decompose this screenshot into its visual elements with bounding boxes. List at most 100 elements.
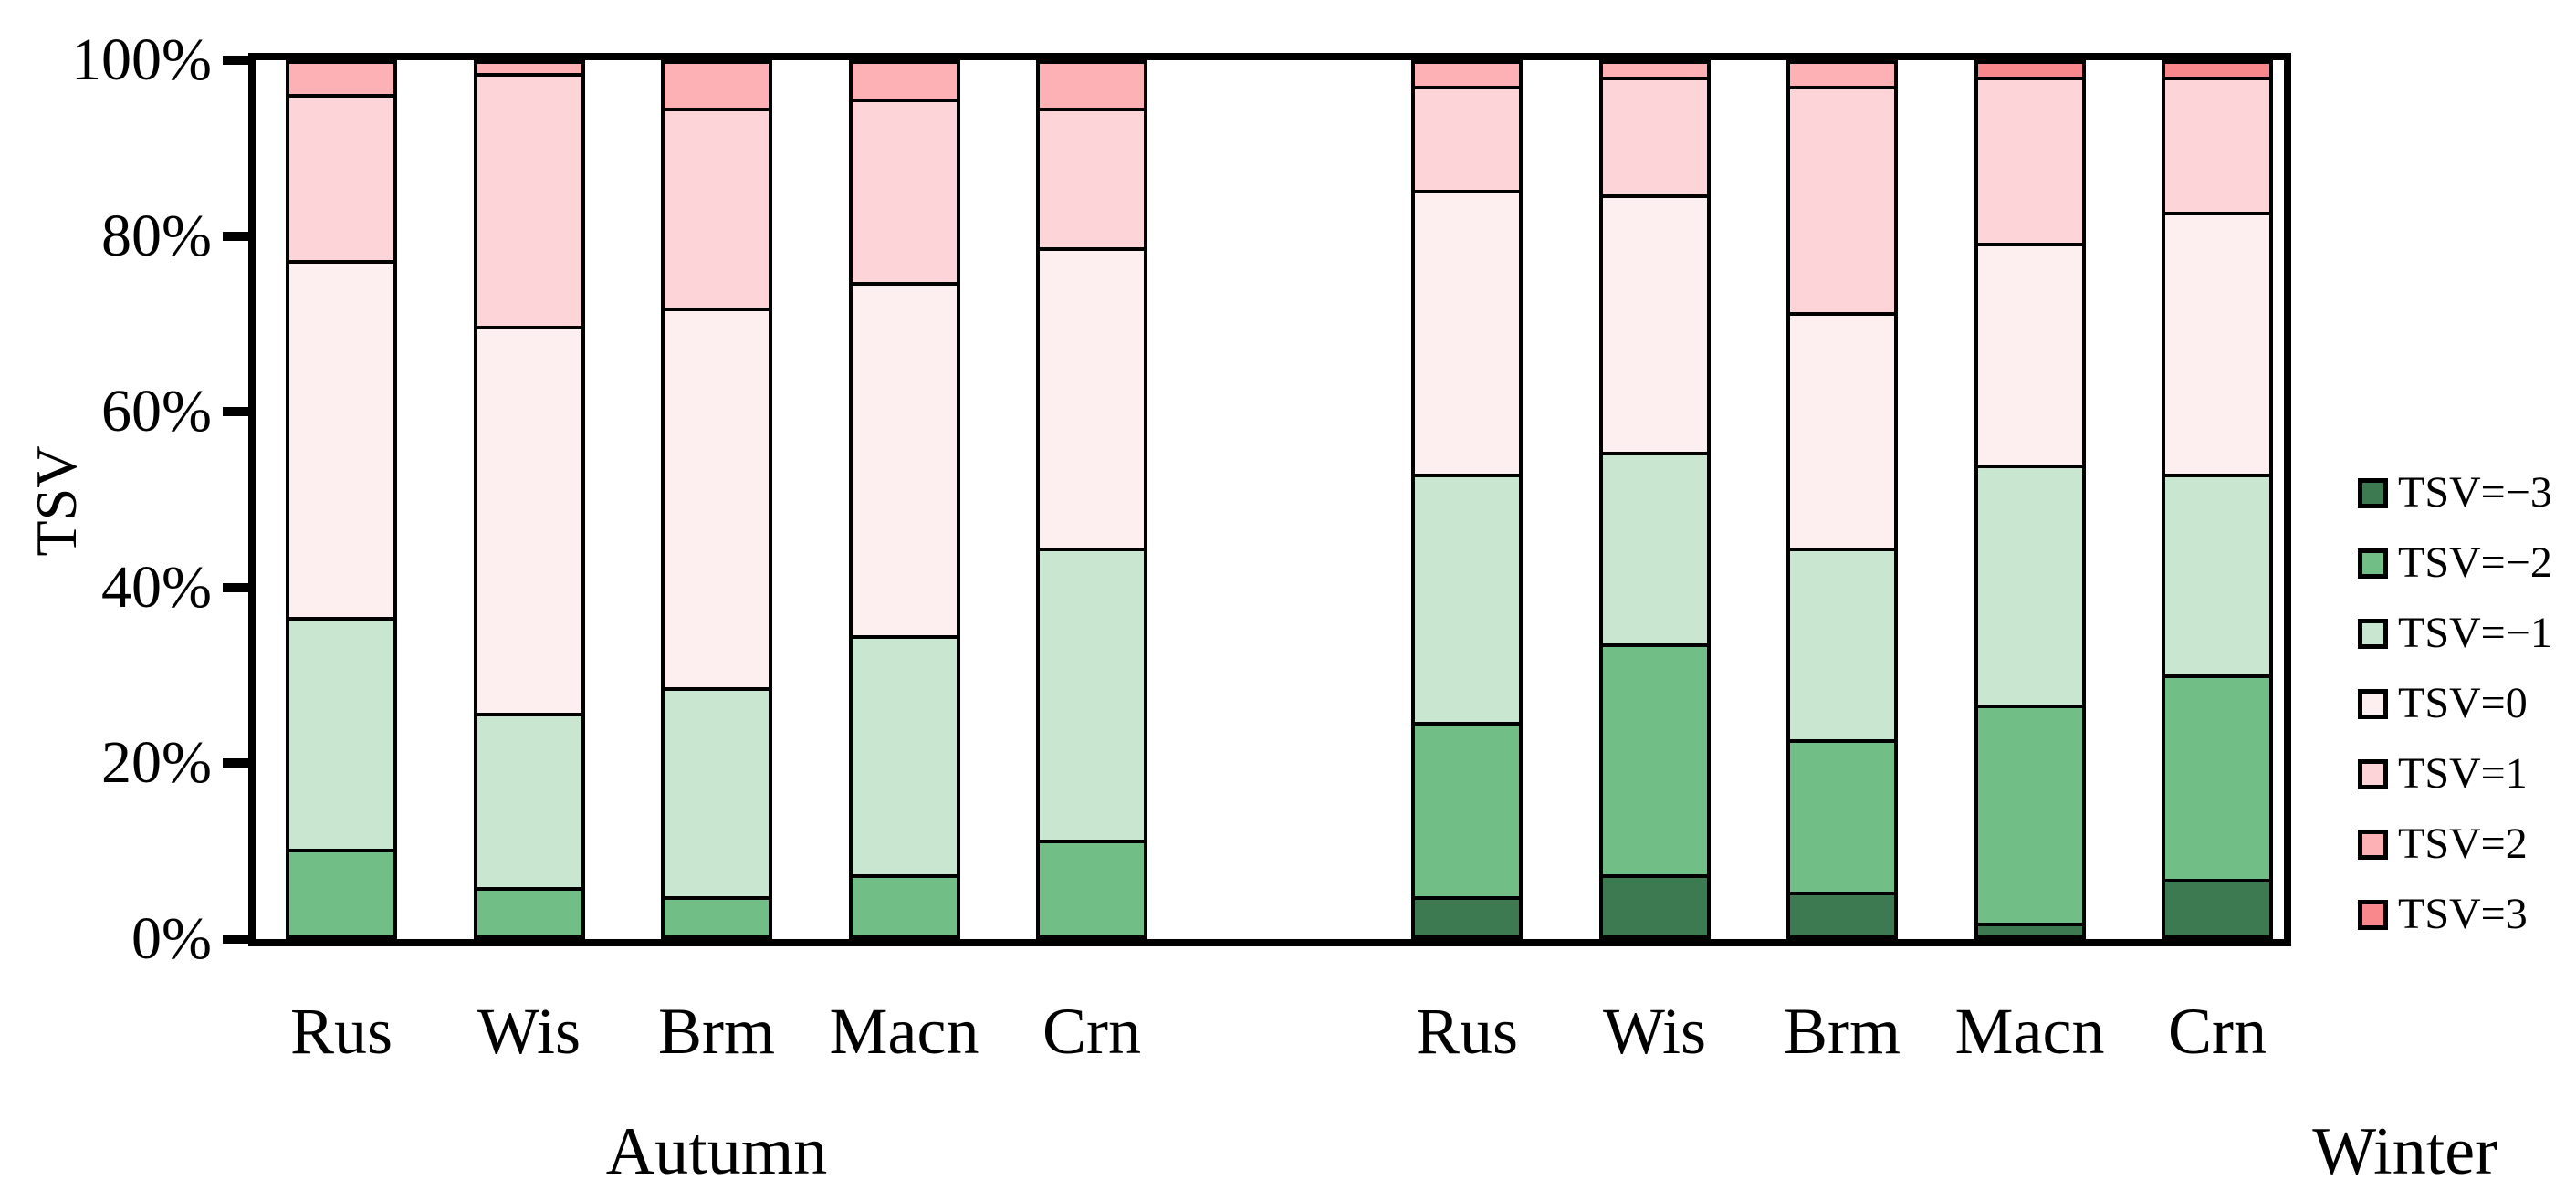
segment-winter-brm-tsv-1 xyxy=(1790,85,1894,313)
segment-autumn-macn-tsv-0 xyxy=(852,281,957,635)
legend-item-tsv-1: TSV=1 xyxy=(2358,749,2528,798)
group-label-autumn: Autumn xyxy=(605,1114,828,1189)
group-label-winter: Winter xyxy=(2312,1114,2497,1189)
legend-label-tsv-1: TSV=1 xyxy=(2398,749,2528,798)
segment-autumn-brm-tsv-0 xyxy=(665,308,769,687)
plot-area xyxy=(248,53,2291,946)
segment-winter-brm-tsv-0 xyxy=(1790,312,1894,548)
segment-autumn-wis-tsv-0 xyxy=(476,325,581,714)
legend-swatch-tsv-2 xyxy=(2358,829,2388,860)
legend-item-tsv-neg2: TSV=−2 xyxy=(2358,538,2552,587)
segment-autumn-wis-tsv-neg2 xyxy=(476,887,581,935)
segment-autumn-crn-tsv-neg2 xyxy=(1040,839,1144,935)
x-label-autumn-rus: Rus xyxy=(289,995,393,1068)
legend-label-tsv-neg2: TSV=−2 xyxy=(2398,538,2552,587)
y-tick-label-20: 20% xyxy=(101,729,212,797)
segment-winter-brm-tsv-neg3 xyxy=(1790,892,1894,935)
bar-winter-rus xyxy=(1411,60,1523,939)
legend-swatch-tsv-1 xyxy=(2358,758,2388,789)
segment-winter-rus-tsv-1 xyxy=(1415,85,1519,191)
segment-winter-macn-tsv-neg1 xyxy=(1977,465,2082,705)
segment-winter-wis-tsv-0 xyxy=(1602,194,1707,452)
legend-label-tsv-3: TSV=3 xyxy=(2398,890,2528,938)
segment-autumn-crn-tsv-2 xyxy=(1040,64,1144,108)
segment-winter-brm-tsv-neg2 xyxy=(1790,739,1894,893)
bar-winter-macn xyxy=(1974,60,2086,939)
segment-winter-rus-tsv-neg2 xyxy=(1415,722,1519,897)
y-tick-label-0: 0% xyxy=(131,905,212,972)
bar-autumn-brm xyxy=(661,60,772,939)
bar-autumn-macn xyxy=(848,60,960,939)
segment-autumn-crn-tsv-neg1 xyxy=(1040,548,1144,840)
y-tick-mark-100 xyxy=(223,56,256,65)
y-tick-mark-80 xyxy=(223,231,256,241)
segment-autumn-wis-tsv-1 xyxy=(476,72,581,326)
x-label-winter-wis: Wis xyxy=(1602,995,1707,1068)
segment-autumn-brm-tsv-2 xyxy=(665,64,769,108)
x-label-autumn-wis: Wis xyxy=(476,995,581,1068)
segment-autumn-wis-tsv-neg1 xyxy=(476,713,581,888)
segment-winter-rus-tsv-2 xyxy=(1415,64,1519,86)
x-label-autumn-crn: Crn xyxy=(1042,995,1141,1068)
x-label-winter-crn: Crn xyxy=(2168,995,2267,1068)
segment-winter-rus-tsv-neg1 xyxy=(1415,473,1519,723)
segment-autumn-rus-tsv-0 xyxy=(289,259,393,618)
legend-label-tsv-neg3: TSV=−3 xyxy=(2398,468,2552,517)
legend-item-tsv-neg3: TSV=−3 xyxy=(2358,468,2552,517)
segment-winter-crn-tsv-neg3 xyxy=(2165,878,2269,935)
segment-autumn-macn-tsv-2 xyxy=(852,64,957,99)
legend-item-tsv-3: TSV=3 xyxy=(2358,890,2528,938)
segment-autumn-rus-tsv-neg1 xyxy=(289,617,393,849)
y-tick-label-60: 60% xyxy=(101,378,212,445)
segment-winter-macn-tsv-neg2 xyxy=(1977,704,2082,923)
x-label-winter-brm: Brm xyxy=(1783,995,1901,1068)
segment-autumn-wis-tsv-2 xyxy=(476,64,581,73)
y-tick-mark-40 xyxy=(223,582,256,592)
segment-winter-rus-tsv-neg3 xyxy=(1415,896,1519,935)
x-label-winter-macn: Macn xyxy=(1954,995,2105,1068)
legend-swatch-tsv-neg1 xyxy=(2358,618,2388,649)
bar-winter-wis xyxy=(1598,60,1711,939)
segment-winter-wis-tsv-neg3 xyxy=(1602,874,1707,935)
x-label-autumn-brm: Brm xyxy=(657,995,775,1068)
legend-swatch-tsv-3 xyxy=(2358,899,2388,930)
legend-swatch-tsv-0 xyxy=(2358,688,2388,719)
bar-autumn-wis xyxy=(473,60,585,939)
y-tick-mark-20 xyxy=(223,758,256,768)
legend-swatch-tsv-neg3 xyxy=(2358,477,2388,508)
segment-autumn-rus-tsv-neg2 xyxy=(289,848,393,935)
x-label-autumn-macn: Macn xyxy=(829,995,979,1068)
segment-autumn-macn-tsv-1 xyxy=(852,99,957,282)
segment-winter-crn-tsv-1 xyxy=(2165,77,2269,213)
legend-label-tsv-neg1: TSV=−1 xyxy=(2398,609,2552,657)
segment-winter-wis-tsv-2 xyxy=(1602,64,1707,78)
segment-autumn-macn-tsv-neg2 xyxy=(852,874,957,935)
segment-autumn-rus-tsv-1 xyxy=(289,94,393,260)
y-tick-label-80: 80% xyxy=(101,202,212,269)
segment-autumn-rus-tsv-2 xyxy=(289,64,393,95)
legend-item-tsv-2: TSV=2 xyxy=(2358,820,2528,868)
legend-item-tsv-0: TSV=0 xyxy=(2358,679,2528,727)
y-tick-label-40: 40% xyxy=(101,553,212,621)
legend-label-tsv-2: TSV=2 xyxy=(2398,820,2528,868)
segment-autumn-brm-tsv-1 xyxy=(665,107,769,308)
segment-winter-macn-tsv-neg3 xyxy=(1977,922,2082,935)
y-tick-mark-60 xyxy=(223,407,256,417)
segment-winter-crn-tsv-3 xyxy=(2165,64,2269,78)
bar-autumn-rus xyxy=(286,60,397,939)
segment-winter-macn-tsv-0 xyxy=(1977,242,2082,465)
legend-swatch-tsv-neg2 xyxy=(2358,548,2388,579)
segment-autumn-brm-tsv-neg2 xyxy=(665,896,769,935)
bar-autumn-crn xyxy=(1036,60,1147,939)
segment-winter-macn-tsv-3 xyxy=(1977,64,2082,78)
segment-winter-crn-tsv-neg2 xyxy=(2165,674,2269,879)
segment-winter-brm-tsv-neg1 xyxy=(1790,548,1894,740)
segment-autumn-macn-tsv-neg1 xyxy=(852,634,957,875)
legend-label-tsv-0: TSV=0 xyxy=(2398,679,2528,727)
segment-autumn-brm-tsv-neg1 xyxy=(665,686,769,897)
segment-winter-wis-tsv-neg1 xyxy=(1602,451,1707,644)
segment-winter-wis-tsv-1 xyxy=(1602,77,1707,195)
segment-winter-wis-tsv-neg2 xyxy=(1602,643,1707,875)
bar-winter-crn xyxy=(2162,60,2273,939)
y-tick-mark-0 xyxy=(223,935,256,944)
